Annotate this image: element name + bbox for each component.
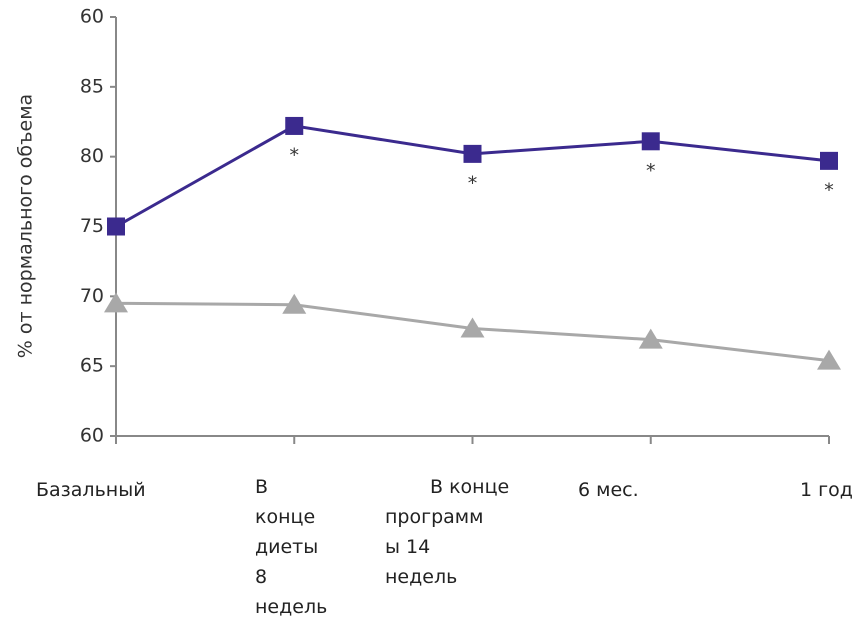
marker: [104, 292, 128, 313]
y-tick-label: 65: [80, 355, 104, 377]
marker: [817, 349, 841, 370]
y-tick-label: 60: [80, 6, 104, 28]
marker: [820, 151, 838, 170]
annotation: *: [646, 160, 656, 182]
x-tick-label: 1 год: [800, 479, 853, 501]
marker: [282, 293, 307, 314]
y-axis-label: % от нормального объема: [15, 94, 37, 358]
marker: [460, 317, 485, 338]
annotation: *: [468, 172, 478, 194]
x-tick-label: Базальный: [36, 479, 146, 501]
marker: [463, 144, 482, 163]
x-tick-label: В конце программ ы 14 недель: [385, 476, 510, 588]
y-tick-label: 75: [80, 215, 104, 237]
marker: [641, 132, 660, 151]
marker: [107, 217, 125, 236]
y-tick-label: 70: [80, 285, 104, 307]
y-tick-label: 60: [80, 425, 104, 447]
marker: [638, 328, 663, 349]
x-tick-label: В конце диеты 8 недель: [255, 476, 328, 618]
annotation: *: [824, 179, 834, 201]
marker: [285, 116, 304, 135]
annotation: *: [290, 144, 300, 166]
x-tick-label: 6 мес.: [578, 479, 639, 501]
y-tick-label: 85: [80, 75, 104, 97]
y-tick-label: 80: [80, 145, 104, 167]
